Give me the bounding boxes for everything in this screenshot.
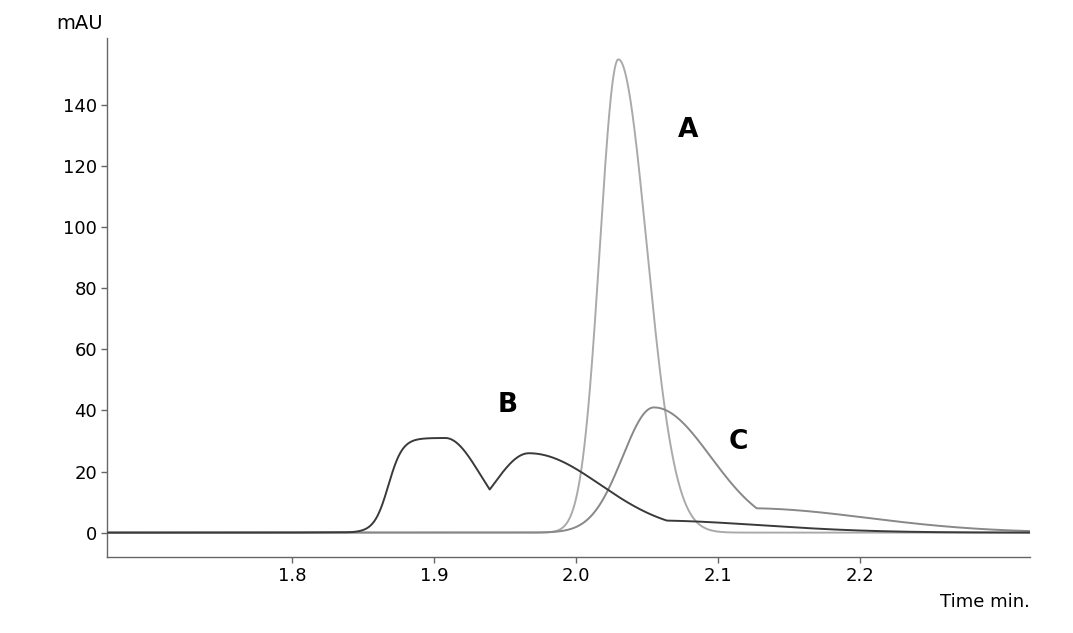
Text: Time min.: Time min. xyxy=(940,593,1030,611)
Text: A: A xyxy=(678,117,699,143)
Text: mAU: mAU xyxy=(57,14,103,33)
Text: B: B xyxy=(498,392,518,418)
Text: C: C xyxy=(730,429,749,454)
